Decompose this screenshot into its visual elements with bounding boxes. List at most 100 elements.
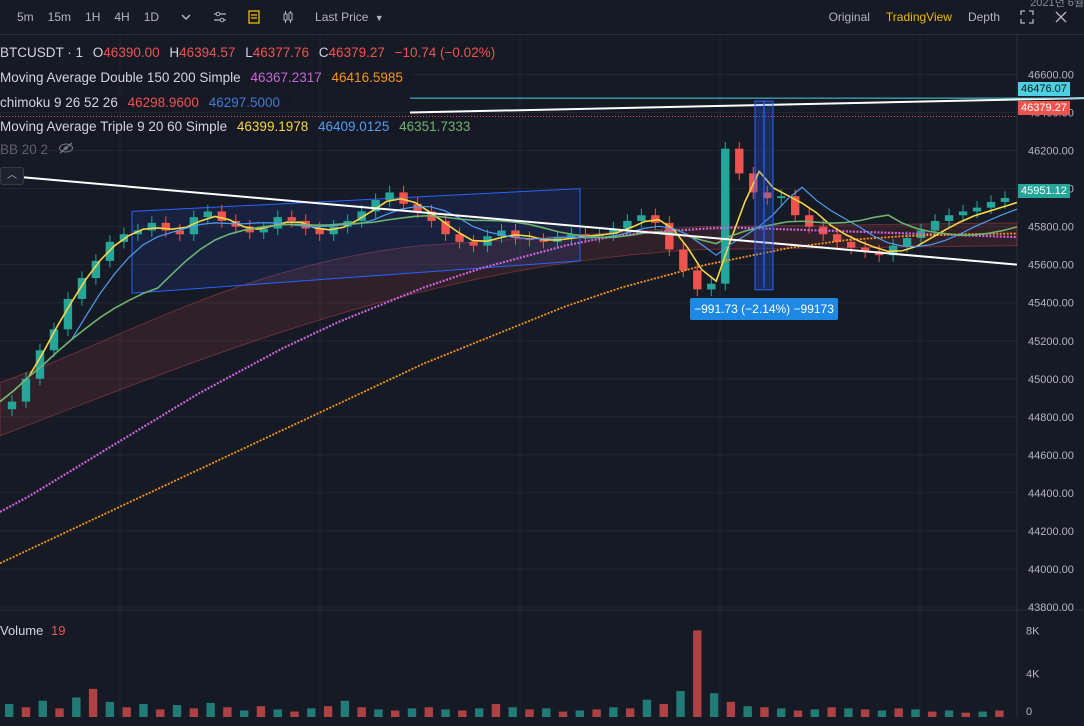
fullscreen-icon[interactable] [1020, 10, 1034, 24]
open-label: O [92, 45, 104, 60]
y-tick-label: 44800.00 [1028, 412, 1074, 424]
price-type-label: Last Price [315, 10, 369, 24]
candle-body [77, 277, 87, 299]
ma-triple-label: Moving Average Triple 9 20 60 Simple [0, 119, 228, 134]
candle-body [567, 234, 576, 239]
date-label: 2021년 6월 [1030, 0, 1084, 9]
y-tick-label: 44400.00 [1028, 488, 1074, 500]
volume-bar [676, 691, 685, 717]
trend-line-top [409, 97, 1084, 114]
candle-body [315, 228, 324, 235]
volume-bar [592, 709, 601, 717]
ma-triple-v2: 46409.0125 [318, 119, 390, 134]
candle-body [609, 228, 618, 235]
candle-body [49, 329, 59, 351]
candle-body [329, 226, 338, 235]
price-type-select[interactable]: Last Price ▼ [315, 10, 384, 24]
ichimoku-legend: chimoku 9 26 52 26 46298.9600 46297.5000 [0, 95, 291, 110]
volume-bar [458, 710, 467, 717]
candle-body [469, 241, 478, 246]
volume-bar [239, 710, 249, 717]
volume-bar [928, 711, 937, 717]
view-tradingview-tab[interactable]: TradingView [885, 10, 952, 24]
volume-bar [995, 710, 1004, 717]
candle-body [259, 228, 268, 233]
volume-bar [441, 709, 450, 717]
volume-bar [374, 709, 383, 717]
y-tick-label: 45800.00 [1028, 222, 1074, 234]
volume-bar [625, 708, 635, 717]
candle-body [91, 260, 101, 278]
close-icon[interactable] [1054, 10, 1068, 24]
volume-bar [307, 708, 316, 717]
vol-tick-label: 8K [1026, 625, 1040, 637]
ichimoku-v1: 46298.9600 [127, 95, 199, 110]
volume-bar [827, 707, 836, 717]
volume-bar [223, 707, 232, 717]
candlestick-icon[interactable] [281, 10, 295, 24]
volume-bar [944, 710, 954, 717]
candle-body [972, 207, 982, 212]
vol-tick-label: 0 [1026, 706, 1032, 718]
bb-legend: BB 20 2 [0, 142, 80, 157]
ma-double-v1: 46367.2317 [250, 70, 322, 85]
volume-legend: Volume 19 [0, 623, 65, 638]
y-tick-label: 45400.00 [1028, 298, 1074, 310]
y-tick-label: 46600.00 [1028, 70, 1074, 82]
candle-body [777, 196, 786, 199]
candle-body [21, 378, 31, 402]
chevron-down-icon[interactable] [179, 10, 193, 24]
ma-double-v2: 46416.5985 [331, 70, 403, 85]
y-tick-label: 46200.00 [1028, 146, 1074, 158]
volume-bar [407, 708, 417, 717]
volume-bar [391, 710, 400, 717]
candle-body [399, 192, 408, 204]
volume-bar [978, 711, 987, 717]
volume-bar [810, 709, 819, 717]
candle-body [217, 211, 226, 221]
volume-bar [357, 707, 366, 717]
ohlc-legend: BTCUSDT · 1 O46390.00 H46394.57 L46377.7… [0, 45, 501, 60]
candle-body [651, 215, 660, 223]
open-value: 46390.00 [103, 45, 160, 60]
candle-body [1000, 197, 1010, 202]
candle-body [161, 222, 171, 231]
eye-hidden-icon[interactable] [58, 142, 74, 157]
volume-bar [491, 704, 501, 717]
ma-triple-v1: 46399.1978 [236, 119, 309, 134]
interval-1d[interactable]: 1D [143, 10, 160, 24]
price-badge-cyan: 46476.07 [1018, 82, 1070, 96]
volume-value: 19 [51, 623, 66, 638]
candle-body [273, 217, 282, 229]
volume-bar [558, 711, 568, 717]
candle-body [35, 350, 45, 379]
candle-body [944, 215, 954, 221]
volume-bar [206, 702, 215, 717]
volume-bar [575, 710, 585, 717]
ma60-line [0, 214, 1018, 403]
interval-5m[interactable]: 5m [17, 10, 34, 24]
symbol-label: BTCUSDT · 1 [0, 45, 84, 60]
interval-15m[interactable]: 15m [47, 10, 72, 24]
view-original-tab[interactable]: Original [828, 10, 870, 24]
interval-4h[interactable]: 4H [114, 10, 130, 24]
ma-double-legend: Moving Average Double 150 200 Simple 463… [0, 70, 413, 85]
y-tick-label: 45000.00 [1028, 374, 1074, 386]
indicator-icon[interactable] [247, 10, 261, 24]
candle-body [455, 234, 464, 242]
y-tick-label: 44600.00 [1028, 450, 1074, 462]
price-chart[interactable]: 46600.0046400.0046200.0046000.0045800.00… [0, 35, 1084, 726]
volume-bar [38, 700, 47, 717]
interval-1h[interactable]: 1H [85, 10, 101, 24]
collapse-legend-button[interactable]: ︿ [0, 167, 24, 185]
settings-sliders-icon[interactable] [213, 10, 227, 24]
volume-bar [156, 709, 165, 717]
candle-body [7, 401, 17, 410]
view-depth-tab[interactable]: Depth [967, 10, 1000, 24]
volume-bar [21, 707, 31, 717]
candle-body [623, 220, 632, 229]
volume-bar [424, 707, 433, 717]
candle-body [581, 234, 590, 237]
change-value: −10.74 (−0.02%) [394, 45, 496, 60]
candle-body [371, 200, 380, 212]
